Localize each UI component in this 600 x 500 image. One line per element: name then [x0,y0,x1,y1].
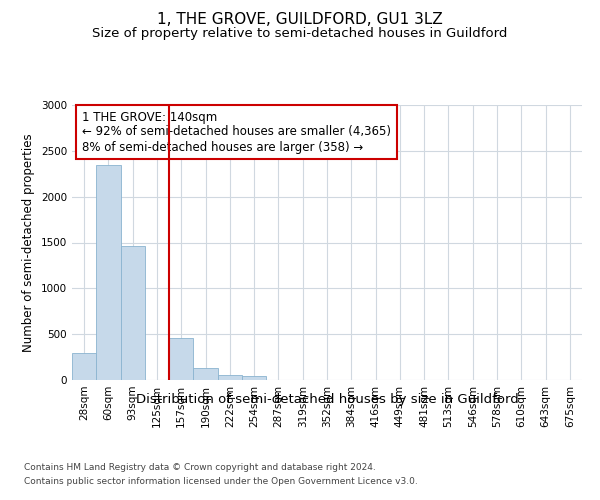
Bar [169,338,193,380]
Bar [242,376,266,380]
Bar [72,354,96,380]
Text: Contains HM Land Registry data © Crown copyright and database right 2024.: Contains HM Land Registry data © Crown c… [24,462,376,471]
Text: 1, THE GROVE, GUILDFORD, GU1 3LZ: 1, THE GROVE, GUILDFORD, GU1 3LZ [157,12,443,28]
Bar [96,164,121,380]
Bar [121,246,145,380]
Bar [193,368,218,380]
Text: 1 THE GROVE: 140sqm
← 92% of semi-detached houses are smaller (4,365)
8% of semi: 1 THE GROVE: 140sqm ← 92% of semi-detach… [82,110,391,154]
Text: Contains public sector information licensed under the Open Government Licence v3: Contains public sector information licen… [24,478,418,486]
Y-axis label: Number of semi-detached properties: Number of semi-detached properties [22,133,35,352]
Text: Size of property relative to semi-detached houses in Guildford: Size of property relative to semi-detach… [92,28,508,40]
Bar [218,375,242,380]
Text: Distribution of semi-detached houses by size in Guildford: Distribution of semi-detached houses by … [136,392,518,406]
